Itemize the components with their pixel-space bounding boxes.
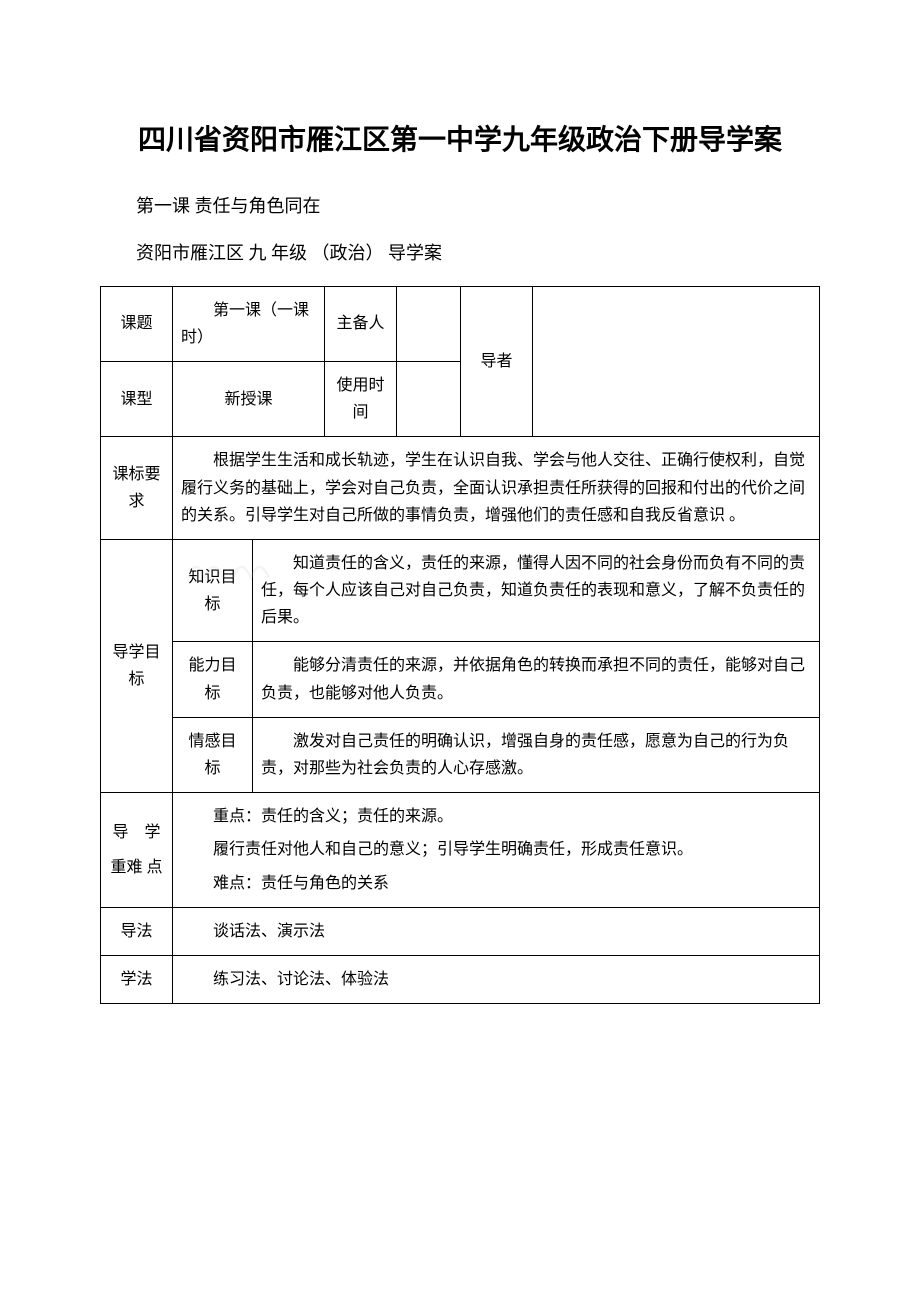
value-course-type: 新授课 [173,361,325,436]
key-point-1: 重点：责任的含义；责任的来源。 [181,803,811,830]
label-use-time: 使用时间 [325,361,397,436]
label-ability-objective: 能力目标 [173,642,253,717]
lesson-name: 第一课 责任与角色同在 [100,192,820,221]
label-knowledge-objective: 知识目标 [173,539,253,642]
value-learn-method: 练习法、讨论法、体验法 [173,955,820,1003]
key-point-2: 履行责任对他人和自己的意义；引导学生明确责任，形成责任意识。 [181,836,811,863]
curriculum-row: 课标要求 根据学生生活和成长轨迹，学生在认识自我、学会与他人交往、正确行使权利，… [101,437,820,540]
objective-emotion-row: 情感目标 激发对自己责任的明确认识，增强自身的责任感，愿意为自己的行为负责，对那… [101,717,820,792]
value-teach-method: 谈话法、演示法 [173,907,820,955]
label-course-type: 课型 [101,361,173,436]
label-curriculum: 课标要求 [101,437,173,540]
lesson-plan-table: 课题 第一课（一课时） 主备人 导者 课型 新授课 使用时间 课标要求 根据学生… [100,286,820,1005]
label-learn-method: 学法 [101,955,173,1003]
objective-ability-row: 能力目标 能够分清责任的来源，并依据角色的转换而承担不同的责任，能够对自己负责，… [101,642,820,717]
label-main-preparer: 主备人 [325,286,397,361]
teach-method-row: 导法 谈话法、演示法 [101,907,820,955]
difficulty-point: 难点：责任与角色的关系 [181,870,811,897]
value-guider [533,286,820,437]
label-key-difficulty: 导 学 重难 点 [101,793,173,908]
value-use-time [397,361,461,436]
document-title: 四川省资阳市雁江区第一中学九年级政治下册导学案 [100,120,820,162]
value-course-title: 第一课（一课时） [173,286,325,361]
key-difficulty-row: 导 学 重难 点 重点：责任的含义；责任的来源。 履行责任对他人和自己的意义；引… [101,793,820,908]
label-teach-method: 导法 [101,907,173,955]
value-curriculum: 根据学生生活和成长轨迹，学生在认识自我、学会与他人交往、正确行使权利，自觉履行义… [173,437,820,540]
label-objectives: 导学目标 [101,539,173,792]
learn-method-row: 学法 练习法、讨论法、体验法 [101,955,820,1003]
header-row-1: 课题 第一课（一课时） 主备人 导者 [101,286,820,361]
document-subtitle: 资阳市雁江区 九 年级 （政治） 导学案 [100,239,820,268]
label-guider: 导者 [461,286,533,437]
value-ability-objective: 能够分清责任的来源，并依据角色的转换而承担不同的责任，能够对自己负责，也能够对他… [253,642,820,717]
value-emotion-objective: 激发对自己责任的明确认识，增强自身的责任感，愿意为自己的行为负责，对那些为社会负… [253,717,820,792]
value-key-difficulty: 重点：责任的含义；责任的来源。 履行责任对他人和自己的意义；引导学生明确责任，形… [173,793,820,908]
value-main-preparer [397,286,461,361]
label-course-title: 课题 [101,286,173,361]
objective-knowledge-row: 导学目标 知识目标 知道责任的含义，责任的来源，懂得人因不同的社会身份而负有不同… [101,539,820,642]
value-knowledge-objective: 知道责任的含义，责任的来源，懂得人因不同的社会身份而负有不同的责任，每个人应该自… [253,539,820,642]
label-emotion-objective: 情感目标 [173,717,253,792]
